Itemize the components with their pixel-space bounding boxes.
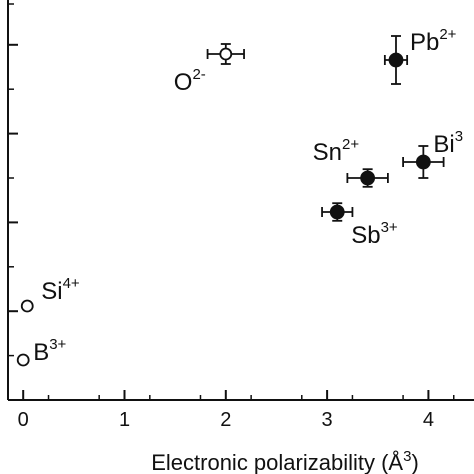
point-label-b: B3+ bbox=[33, 336, 66, 366]
point-label-sn: Sn2+ bbox=[313, 136, 360, 166]
x-tick-label-4: 4 bbox=[423, 409, 434, 431]
x-tick-label-1: 1 bbox=[119, 409, 130, 431]
ticks: 0 1 2 3 4 bbox=[8, 3, 455, 431]
axes bbox=[7, 0, 474, 401]
data-point-bi bbox=[402, 145, 445, 179]
x-tick-label-3: 3 bbox=[322, 409, 333, 431]
point-label-pb: Pb2+ bbox=[410, 26, 457, 56]
data-point-sb bbox=[321, 202, 354, 222]
data-point-b bbox=[16, 353, 30, 367]
point-label-sb: Sb3+ bbox=[351, 219, 398, 249]
marker-o bbox=[219, 47, 233, 61]
x-axis-label-close: ) bbox=[411, 450, 418, 474]
marker-bi bbox=[415, 154, 431, 170]
marker-pb bbox=[388, 52, 404, 68]
point-label-si: Si4+ bbox=[41, 275, 80, 305]
x-axis-label-text: Electronic polarizability (Å bbox=[151, 450, 403, 474]
point-label-bi: Bi3 bbox=[433, 128, 463, 158]
x-axis-label-sup: 3 bbox=[403, 448, 411, 465]
x-tick-label-0: 0 bbox=[18, 409, 29, 431]
data-point-o bbox=[206, 43, 245, 65]
point-label-o: O2- bbox=[174, 66, 206, 96]
point-labels: B3+ Si4+ O2- Sb3+ Sn2+ Pb2+ Bi3 bbox=[33, 26, 463, 366]
x-axis-label: Electronic polarizability (Å3) bbox=[151, 448, 419, 474]
data-point-pb bbox=[383, 35, 409, 85]
marker-sb bbox=[329, 204, 345, 220]
marker-si bbox=[20, 299, 34, 313]
marker-b bbox=[16, 353, 30, 367]
x-tick-label-2: 2 bbox=[220, 409, 231, 431]
data-point-sn bbox=[346, 168, 389, 188]
data-point-si bbox=[20, 299, 34, 313]
data-points bbox=[16, 35, 445, 367]
marker-sn bbox=[360, 170, 376, 186]
